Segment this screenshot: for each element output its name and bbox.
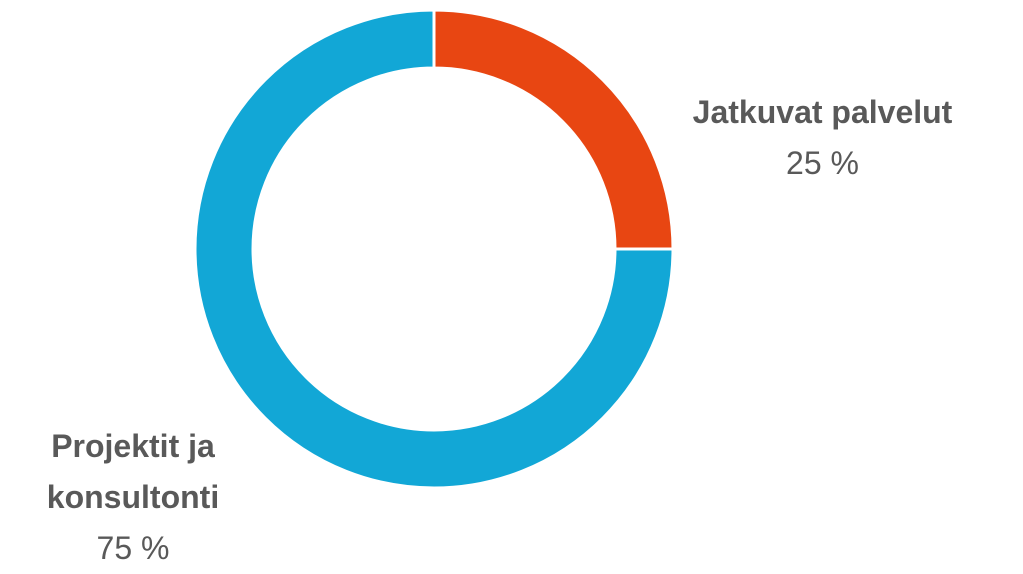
donut-slice xyxy=(432,8,675,251)
value-label: 75 % xyxy=(96,530,170,566)
category-label: Jatkuvat palvelut xyxy=(692,94,953,130)
category-label: Projektit ja konsultonti xyxy=(46,428,220,515)
slice-label: Jatkuvat palvelut 25 % xyxy=(640,87,1005,189)
donut-slice xyxy=(193,8,675,490)
value-label: 25 % xyxy=(786,145,859,181)
slice-label: Projektit ja konsultonti 75 % xyxy=(0,421,266,574)
